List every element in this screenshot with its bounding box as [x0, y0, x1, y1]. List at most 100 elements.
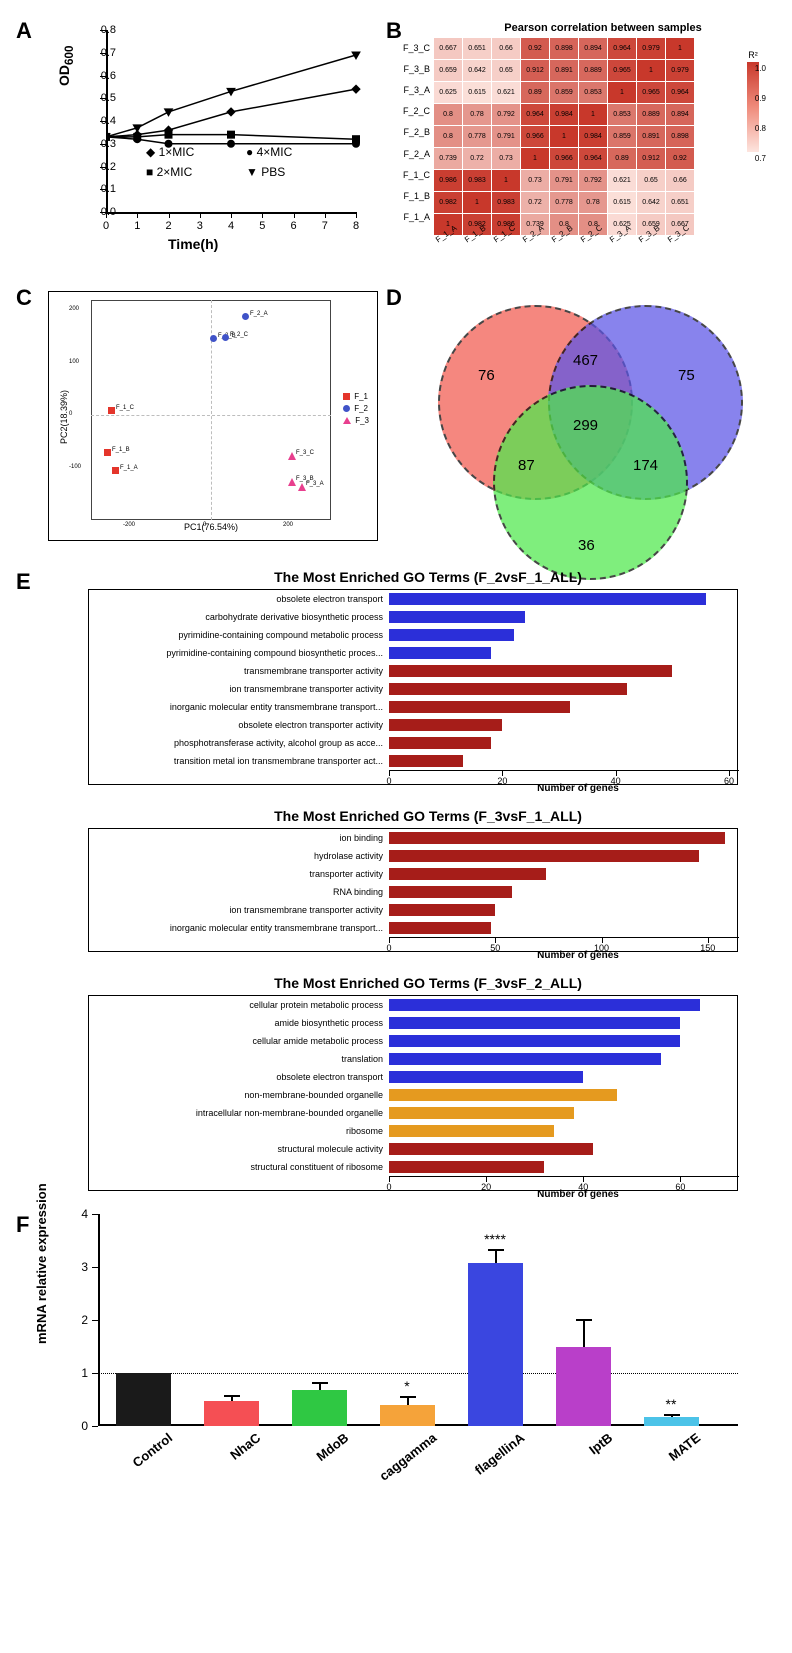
panel-c: C PC2(18.39%) -2000200-1000100200F_1_CF_… — [18, 287, 378, 557]
go-bar — [389, 719, 502, 731]
go-term-label: phosphotransferase activity, alcohol gro… — [89, 738, 389, 748]
hm-cell: 0.859 — [550, 82, 578, 103]
hm-cell: 0.983 — [463, 170, 491, 191]
pca-point — [222, 334, 229, 341]
panel-c-xlabel: PC1(76.54%) — [91, 522, 331, 532]
go-bar — [389, 629, 514, 641]
go-term-label: intracellular non-membrane-bounded organ… — [89, 1108, 389, 1118]
pca-point — [288, 478, 296, 486]
hm-cell: 0.898 — [550, 38, 578, 59]
go-block: The Most Enriched GO Terms (F_2vsF_1_ALL… — [88, 569, 768, 794]
panel-d-label: D — [386, 285, 402, 311]
hm-cell: 0.964 — [579, 148, 607, 169]
hm-cell: 0.778 — [463, 126, 491, 147]
f-bar — [204, 1401, 259, 1426]
hm-ylab: F_1_C — [388, 165, 434, 186]
venn-bg: 174 — [633, 457, 658, 474]
go-term-label: non-membrane-bounded organelle — [89, 1090, 389, 1100]
hm-cell: 0.65 — [492, 60, 520, 81]
panel-f: F mRNA relative expression 01234ControlN… — [18, 1214, 768, 1514]
pca-point — [298, 483, 306, 491]
hm-cell: 0.642 — [637, 192, 665, 213]
hm-cell: 0.966 — [550, 148, 578, 169]
go-row: structural constituent of ribosome — [89, 1158, 737, 1175]
hm-cell: 0.72 — [463, 148, 491, 169]
hm-cell: 0.979 — [637, 38, 665, 59]
panel-d: D 76 75 36 467 87 174 299 — [388, 287, 768, 557]
go-term-label: pyrimidine-containing compound metabolic… — [89, 630, 389, 640]
go-term-label: pyrimidine-containing compound biosynthe… — [89, 648, 389, 658]
hm-cell: 0.667 — [434, 38, 462, 59]
panel-f-ylabel: mRNA relative expression — [34, 1183, 49, 1344]
go-bar — [389, 665, 672, 677]
panel-c-legend: F_1F_2F_3 — [343, 392, 369, 428]
hm-cell: 0.778 — [550, 192, 578, 213]
f-bar — [644, 1417, 699, 1426]
panel-f-chart: mRNA relative expression 01234ControlNha… — [98, 1214, 738, 1444]
hm-cell: 0.792 — [579, 170, 607, 191]
go-term-label: transition metal ion transmembrane trans… — [89, 756, 389, 766]
go-term-label: inorganic molecular entity transmembrane… — [89, 923, 389, 933]
go-bar — [389, 683, 627, 695]
go-term-label: RNA binding — [89, 887, 389, 897]
go-term-label: inorganic molecular entity transmembrane… — [89, 702, 389, 712]
heatmap-grid: 0.6670.6510.660.920.8980.8940.9640.97910… — [434, 38, 694, 235]
hm-cell: 0.642 — [463, 60, 491, 81]
hm-ylab: F_3_B — [388, 59, 434, 80]
hm-cell: 0.965 — [608, 60, 636, 81]
f-xlabel: caggamma — [367, 1430, 439, 1491]
go-term-label: amide biosynthetic process — [89, 1018, 389, 1028]
hm-cell: 0.92 — [666, 148, 694, 169]
venn-rgb: 299 — [573, 417, 598, 434]
pca-point — [210, 335, 217, 342]
hm-cell: 0.66 — [666, 170, 694, 191]
panel-b: B Pearson correlation between samples F_… — [388, 20, 768, 275]
venn-rg: 87 — [518, 457, 535, 474]
f-xlabel: MATE — [631, 1430, 703, 1491]
hm-cell: 0.964 — [666, 82, 694, 103]
hm-cell: 1 — [637, 60, 665, 81]
go-term-label: ion binding — [89, 833, 389, 843]
hm-cell: 0.889 — [637, 104, 665, 125]
hm-cell: 0.859 — [608, 126, 636, 147]
panel-a: A OD600 Time(h) 0.00.10.20.30.40.50.60.7… — [18, 20, 378, 270]
go-term-label: translation — [89, 1054, 389, 1064]
go-row: obsolete electron transport — [89, 1068, 737, 1085]
hm-cell: 0.891 — [550, 60, 578, 81]
go-bar — [389, 868, 546, 880]
go-row: structural molecule activity — [89, 1140, 737, 1157]
f-xlabel: MdoB — [279, 1430, 351, 1491]
f-bar — [380, 1405, 435, 1426]
hm-cell: 0.983 — [492, 192, 520, 213]
hm-cell: 1 — [521, 148, 549, 169]
go-term-label: ion transmembrane transporter activity — [89, 905, 389, 915]
hm-cell: 0.89 — [521, 82, 549, 103]
hm-cell: 0.73 — [492, 148, 520, 169]
hm-cell: 0.966 — [521, 126, 549, 147]
go-term-label: obsolete electron transporter activity — [89, 720, 389, 730]
hm-cell: 0.621 — [608, 170, 636, 191]
go-row: pyrimidine-containing compound biosynthe… — [89, 644, 737, 661]
f-xlabel: flagellinA — [455, 1430, 527, 1491]
hm-ylab: F_3_A — [388, 80, 434, 101]
hm-cell: 0.889 — [579, 60, 607, 81]
go-term-label: structural molecule activity — [89, 1144, 389, 1154]
pca-legend-item: F_2 — [343, 404, 369, 413]
go-row: obsolete electron transport — [89, 590, 737, 607]
go-row: pyrimidine-containing compound metabolic… — [89, 626, 737, 643]
f-bar — [468, 1263, 523, 1426]
go-row: intracellular non-membrane-bounded organ… — [89, 1104, 737, 1121]
hm-cell: 0.792 — [492, 104, 520, 125]
go-term-label: transmembrane transporter activity — [89, 666, 389, 676]
hm-cell: 0.78 — [579, 192, 607, 213]
go-bar — [389, 832, 725, 844]
hm-cell: 0.621 — [492, 82, 520, 103]
hm-cell: 0.651 — [463, 38, 491, 59]
go-term-label: ion transmembrane transporter activity — [89, 684, 389, 694]
hm-cell: 0.66 — [492, 38, 520, 59]
hm-cell: 0.984 — [550, 104, 578, 125]
f-bar — [556, 1347, 611, 1427]
hm-cell: 0.964 — [608, 38, 636, 59]
go-row: translation — [89, 1050, 737, 1067]
hm-cell: 1 — [463, 192, 491, 213]
